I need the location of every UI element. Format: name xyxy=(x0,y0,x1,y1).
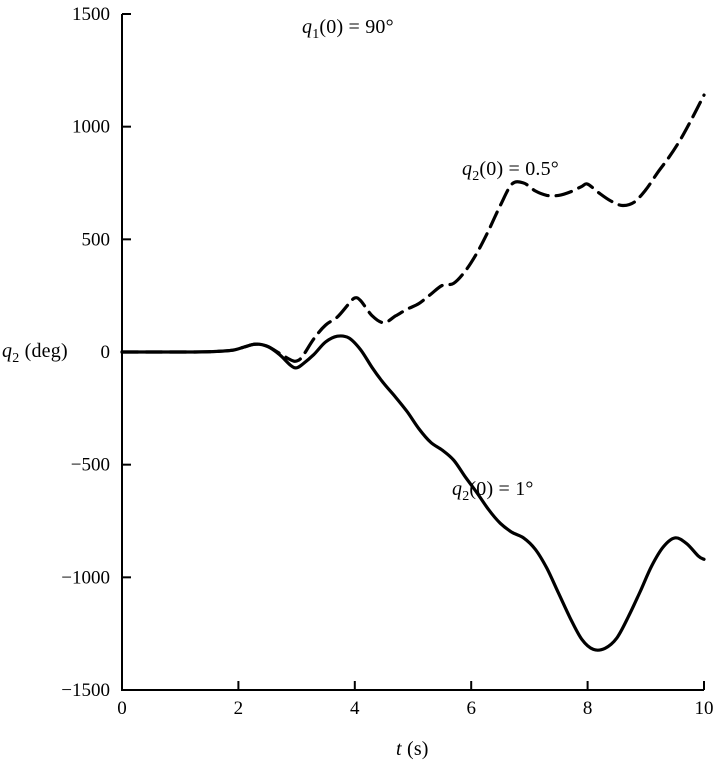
annotation-value: (0) = 90° xyxy=(319,16,394,38)
curve-dashed-q2-0.5deg xyxy=(120,93,706,363)
curve-label-dashed: q2(0) = 0.5° xyxy=(462,158,560,184)
x-tick-label: 2 xyxy=(234,698,244,719)
y-tick-label: 500 xyxy=(82,229,111,250)
x-tick-label: 10 xyxy=(695,698,714,719)
curve-label-solid: q2(0) = 1° xyxy=(452,478,534,504)
x-axis-label: t (s) xyxy=(396,738,429,761)
y-axis-variable: q xyxy=(2,340,13,362)
x-axis-units: (s) xyxy=(401,738,429,760)
curve-solid-q2-1deg xyxy=(120,334,706,652)
y-tick-label: −1500 xyxy=(61,680,110,701)
curve-label-variable: q xyxy=(462,158,473,180)
x-tick-label: 0 xyxy=(117,698,127,719)
annotation-subscript: 1 xyxy=(312,27,320,42)
y-tick-label: 1500 xyxy=(72,4,110,25)
y-tick-label: 0 xyxy=(101,342,111,363)
x-axis-variable: t xyxy=(396,738,402,760)
y-axis-subscript: 2 xyxy=(12,351,20,366)
curve-label-variable: q xyxy=(452,478,463,500)
x-tick-label: 4 xyxy=(350,698,360,719)
y-axis-label: q2 (deg) xyxy=(2,340,68,366)
annotation-variable: q xyxy=(302,16,313,38)
y-tick-label: −1000 xyxy=(61,567,110,588)
curve-label-value: (0) = 0.5° xyxy=(479,158,560,180)
curve-label-subscript: 2 xyxy=(462,489,470,504)
y-tick-label: 1000 xyxy=(72,117,110,138)
annotation-q1-initial-condition: q1(0) = 90° xyxy=(302,16,394,42)
curve-label-subscript: 2 xyxy=(472,169,480,184)
y-tick-label: −500 xyxy=(71,455,110,476)
curve-label-value: (0) = 1° xyxy=(469,478,534,500)
y-axis-units: (deg) xyxy=(19,340,68,362)
x-tick-label: 8 xyxy=(583,698,593,719)
x-tick-label: 6 xyxy=(466,698,476,719)
